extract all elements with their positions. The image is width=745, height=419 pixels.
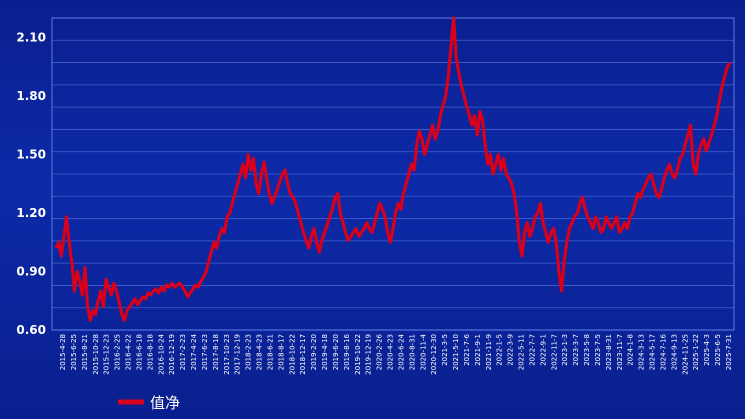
x-tick-label: 2025-7-31 [725, 334, 733, 370]
x-tick-label: 2023-8-31 [605, 334, 613, 370]
x-tick-label: 2016-12-19 [168, 334, 176, 375]
x-tick-label: 2018-8-17 [277, 334, 285, 370]
x-tick-label: 2023-11-7 [616, 334, 624, 370]
x-tick-label: 2017-12-19 [234, 334, 242, 375]
x-tick-label: 2015-4-28 [59, 334, 67, 370]
x-tick-label: 2016-10-24 [157, 333, 165, 374]
x-tick-label: 2016-6-18 [135, 334, 143, 370]
x-tick-label: 2017-2-23 [179, 334, 187, 370]
x-tick-label: 2025-1-22 [692, 334, 700, 370]
legend: 值净 [118, 394, 180, 412]
x-tick-label: 2024-5-17 [649, 334, 657, 370]
x-tick-label: 2024-1-8 [627, 334, 635, 366]
x-tick-label: 2016-8-18 [146, 334, 154, 370]
x-tick-label: 2025-4-3 [703, 334, 711, 366]
x-tick-label: 2015-8-21 [81, 334, 89, 370]
x-tick-label: 2020-2-26 [376, 333, 384, 370]
x-tick-label: 2015-10-28 [92, 334, 100, 375]
x-tick-label: 2020-6-24 [397, 333, 405, 370]
x-tick-label: 2024-11-25 [681, 334, 689, 375]
x-tick-label: 2019-6-20 [332, 334, 340, 370]
y-tick-label: 0.60 [16, 323, 46, 337]
x-tick-label: 2018-6-21 [266, 334, 274, 370]
legend-label: 值净 [150, 394, 180, 412]
x-tick-label: 2021-3-5 [441, 334, 449, 366]
x-tick-label: 2016-4-22 [125, 334, 133, 370]
x-tick-label: 2018-4-23 [256, 334, 264, 370]
x-tick-label: 2016-2-25 [114, 334, 122, 370]
x-tick-label: 2023-1-3 [561, 334, 569, 366]
x-tick-label: 2017-4-24 [190, 333, 198, 370]
series-layer [54, 16, 732, 322]
x-tick-label: 2017-8-18 [212, 334, 220, 370]
x-tick-label: 2020-11-4 [419, 333, 427, 370]
x-tick-label: 2024-9-13 [670, 334, 678, 370]
y-tick-label: 1.20 [16, 206, 46, 220]
series-line-net-value [54, 16, 732, 322]
x-tick-label: 2023-3-7 [572, 334, 580, 366]
x-tick-label: 2019-8-16 [343, 333, 351, 370]
y-tick-label: 1.50 [16, 148, 46, 162]
x-tick-label: 2023-7-5 [594, 334, 602, 366]
x-tick-label: 2021-5-10 [452, 334, 460, 370]
y-tick-label: 1.80 [16, 89, 46, 103]
x-tick-label: 2024-3-13 [638, 334, 646, 370]
x-tick-label: 2019-12-19 [365, 334, 373, 375]
axis-layer: 0.60 0.90 1.20 1.50 1.80 2.10 2015-4-28 2015-6-… [16, 31, 733, 375]
x-tick-label: 2018-2-23 [245, 334, 253, 370]
x-tick-label: 2020-8-31 [408, 334, 416, 370]
x-tick-label: 2019-10-22 [354, 334, 362, 375]
x-tick-label: 2015-12-23 [103, 334, 111, 375]
x-tick-label: 2020-4-23 [387, 334, 395, 370]
x-tick-label: 2023-5-8 [583, 334, 591, 366]
x-tick-label: 2017-10-23 [223, 334, 231, 375]
y-tick-label: 0.90 [16, 265, 46, 279]
x-tick-label: 2018-12-17 [299, 334, 307, 375]
x-tick-label: 2022-1-5 [496, 334, 504, 366]
x-tick-label: 2019-2-20 [310, 334, 318, 370]
x-tick-label: 2022-7-7 [528, 334, 536, 366]
x-tick-label: 2022-5-11 [518, 334, 526, 370]
x-tick-label: 2018-10-22 [288, 334, 296, 375]
x-tick-label: 2025-6-5 [714, 334, 722, 366]
x-tick-label: 2024-7-16 [659, 333, 667, 370]
x-tick-label: 2022-3-9 [507, 334, 515, 366]
x-tick-label: 2021-9-1 [474, 334, 482, 366]
grid-layer [51, 17, 735, 331]
x-tick-label: 2017-6-23 [201, 334, 209, 370]
x-tick-label: 2021-7-6 [463, 333, 471, 365]
x-tick-label: 2015-6-25 [70, 334, 78, 370]
x-tick-label: 2021-11-9 [485, 334, 493, 370]
x-tick-label: 2019-4-18 [321, 334, 329, 370]
x-tick-label: 2022-9-1 [539, 334, 547, 366]
x-tick-label: 2020-12-30 [430, 334, 438, 375]
x-tick-label: 2022-11-7 [550, 334, 558, 370]
y-tick-label: 2.10 [16, 31, 46, 45]
